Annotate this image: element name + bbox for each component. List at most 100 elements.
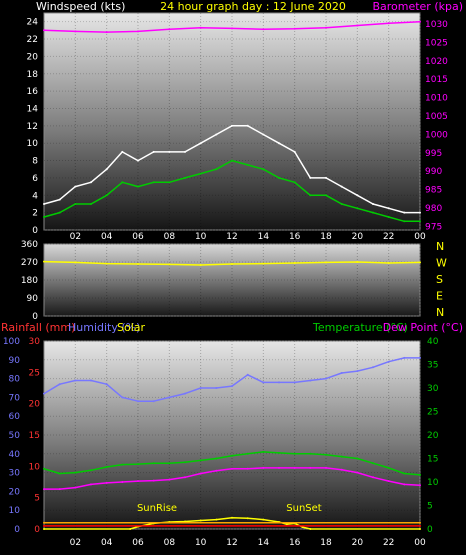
- data-point: [309, 194, 312, 197]
- humidity-tick-label: 40: [9, 450, 21, 460]
- data-point: [199, 519, 202, 522]
- data-point: [215, 168, 218, 171]
- barometer-tick-label: 995: [425, 149, 442, 159]
- data-point: [43, 216, 45, 218]
- data-point: [246, 452, 249, 455]
- barometer-tick-label: 1030: [425, 20, 448, 30]
- direction-tick-label: 270: [21, 258, 38, 268]
- barometer-tick-label: 1010: [425, 94, 448, 104]
- wind-tick-label: 4: [32, 191, 38, 201]
- data-point: [325, 176, 327, 179]
- data-point: [340, 203, 343, 205]
- data-point: [325, 377, 327, 380]
- temperature-tick-label: 35: [427, 361, 438, 371]
- graph-title: 24 hour graph day : 12 June 2020: [160, 0, 346, 13]
- x-tick-label: 00: [414, 538, 426, 548]
- data-point: [215, 133, 218, 136]
- barometer-tick-label: 985: [425, 186, 442, 196]
- data-point: [74, 185, 77, 188]
- wind-tick-label: 16: [27, 87, 39, 97]
- wind-plot-area: [43, 12, 421, 231]
- humidity-tick-label: 50: [9, 431, 21, 441]
- data-point: [152, 181, 155, 184]
- barometer-tick-label: 990: [425, 167, 442, 177]
- data-point: [121, 396, 124, 399]
- x-tick-label: 08: [164, 232, 176, 242]
- data-point: [199, 142, 202, 145]
- wind-tick-label: 14: [27, 104, 39, 114]
- data-point: [356, 457, 359, 460]
- wind-tick-label: 6: [32, 174, 38, 184]
- data-point: [58, 198, 61, 201]
- rainfall-tick-label: 10: [29, 462, 41, 472]
- data-point: [372, 211, 374, 214]
- data-point: [293, 452, 296, 455]
- data-point: [356, 207, 359, 210]
- data-point: [309, 528, 312, 530]
- humidity-tick-label: 70: [9, 393, 21, 403]
- x-tick-label: 14: [258, 232, 270, 242]
- data-point: [199, 264, 202, 266]
- data-point: [152, 400, 155, 403]
- data-point: [419, 524, 421, 527]
- x-tick-label: 08: [164, 538, 176, 548]
- data-point: [74, 471, 77, 474]
- data-point: [105, 194, 108, 197]
- data-point: [43, 521, 45, 524]
- data-point: [43, 467, 45, 470]
- temperature-axis-title: Temperature (°C): [312, 321, 408, 334]
- data-point: [278, 142, 280, 145]
- temperature-tick-label: 30: [427, 384, 439, 394]
- data-point: [231, 385, 233, 388]
- compass-label: N: [436, 306, 444, 319]
- data-point: [105, 481, 108, 484]
- data-point: [152, 462, 155, 465]
- data-point: [325, 466, 327, 469]
- data-point: [137, 30, 139, 33]
- data-point: [387, 360, 390, 363]
- data-point: [231, 516, 233, 519]
- data-point: [74, 203, 77, 205]
- wind-tick-label: 24: [27, 18, 39, 28]
- data-point: [199, 172, 202, 175]
- temperature-tick-label: 25: [427, 408, 438, 418]
- data-point: [309, 466, 312, 469]
- data-point: [246, 373, 249, 376]
- data-point: [293, 381, 296, 384]
- barometer-tick-label: 980: [425, 204, 442, 214]
- temperature-tick-label: 0: [427, 525, 433, 535]
- wind-tick-label: 2: [32, 209, 38, 219]
- data-point: [262, 133, 265, 136]
- x-tick-label: 02: [70, 538, 81, 548]
- data-point: [168, 396, 171, 399]
- data-point: [340, 468, 343, 471]
- data-point: [246, 467, 249, 470]
- data-point: [168, 28, 171, 31]
- x-tick-label: 06: [132, 232, 144, 242]
- data-point: [168, 150, 171, 153]
- data-point: [419, 261, 421, 264]
- data-point: [152, 150, 155, 153]
- data-point: [105, 262, 108, 265]
- wind-tick-label: 20: [27, 52, 39, 62]
- data-point: [90, 379, 92, 382]
- data-point: [278, 451, 280, 454]
- data-point: [340, 455, 343, 458]
- barometer-axis-title: Barometer (kpa): [372, 0, 463, 13]
- data-point: [262, 450, 265, 453]
- wind-tick-label: 18: [27, 70, 39, 80]
- x-tick-label: 10: [195, 538, 207, 548]
- x-tick-label: 10: [195, 232, 207, 242]
- data-point: [231, 454, 233, 457]
- data-point: [325, 194, 327, 197]
- data-point: [137, 263, 139, 265]
- data-point: [356, 24, 359, 27]
- data-point: [168, 462, 171, 465]
- data-point: [278, 176, 280, 179]
- data-point: [262, 518, 265, 521]
- data-point: [325, 261, 327, 264]
- temperature-plot-area: [43, 340, 421, 530]
- data-point: [340, 185, 343, 188]
- data-point: [419, 356, 421, 359]
